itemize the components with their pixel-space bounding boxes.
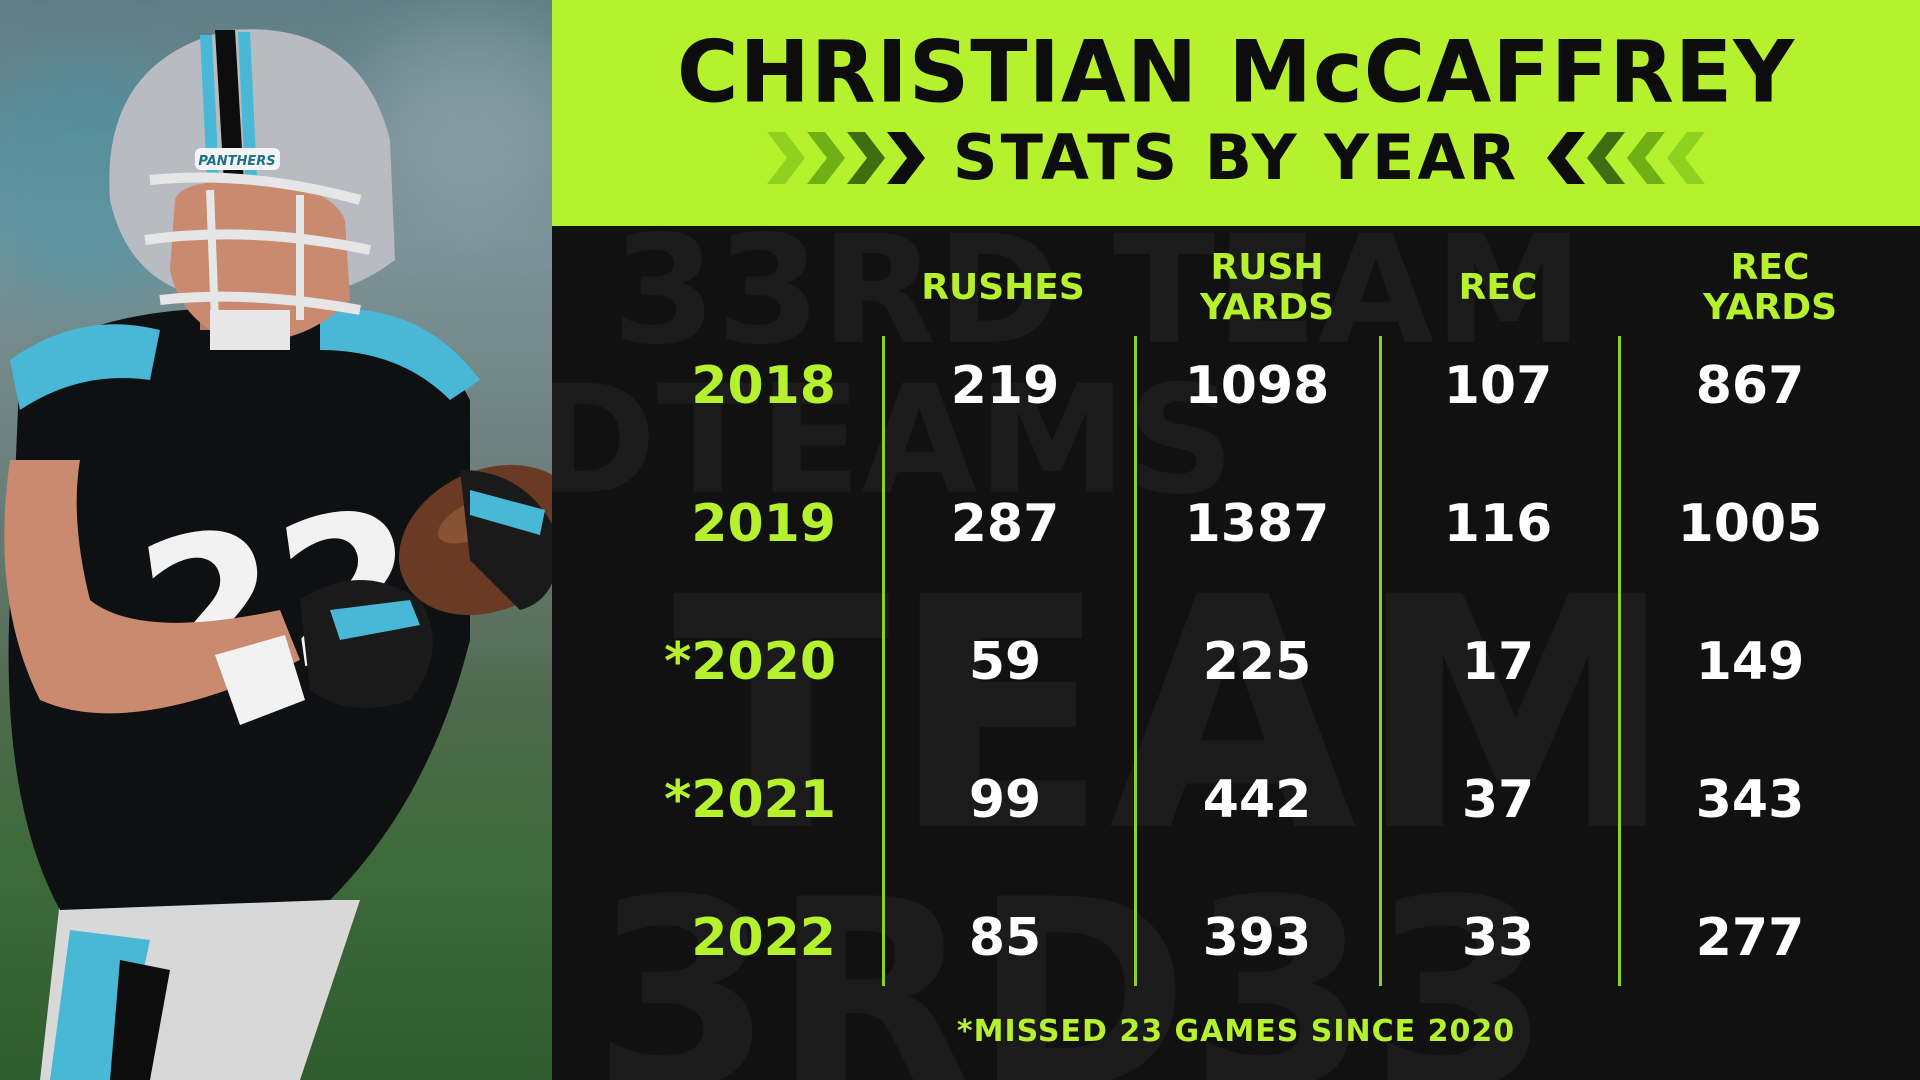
cell-rec: 33 <box>1461 908 1535 968</box>
row-year: 2019 <box>691 494 836 554</box>
chevrons-right-icon <box>766 132 925 184</box>
cell-rec: 107 <box>1443 356 1553 416</box>
footnote: *MISSED 23 GAMES SINCE 2020 <box>956 1014 1516 1049</box>
cell-rushes: 287 <box>950 494 1060 554</box>
column-divider <box>1618 336 1621 986</box>
cell-rush-yards: 1098 <box>1184 356 1330 416</box>
page-title: CHRISTIAN McCAFFREY <box>676 22 1796 122</box>
column-divider <box>1379 336 1382 986</box>
column-header-rec: REC <box>1458 267 1538 308</box>
cell-rec: 37 <box>1461 770 1535 830</box>
cell-rec-yards: 277 <box>1695 908 1805 968</box>
helmet-text: PANTHERS <box>198 154 275 169</box>
bg-decoration: 33RD TEAM <box>612 226 1584 378</box>
subtitle-row: STATS BY YEAR <box>552 118 1920 198</box>
chevrons-left-icon <box>1547 132 1706 184</box>
row-year: 2022 <box>691 908 836 968</box>
player-photo: 22 PANTHERS <box>0 0 552 1080</box>
row-year: 2018 <box>691 356 836 416</box>
row-year: *2020 <box>664 632 836 692</box>
row-year: *2021 <box>664 770 836 830</box>
page-subtitle: STATS BY YEAR <box>952 121 1520 194</box>
column-divider <box>882 336 885 986</box>
bg-decoration: TEAM <box>672 530 1675 902</box>
column-header-rec-yards: REC YARDS <box>1702 247 1837 328</box>
cell-rec-yards: 1005 <box>1677 494 1823 554</box>
cell-rec: 116 <box>1443 494 1553 554</box>
cell-rec-yards: 149 <box>1695 632 1805 692</box>
cell-rush-yards: 225 <box>1202 632 1312 692</box>
cell-rec-yards: 343 <box>1695 770 1805 830</box>
cell-rushes: 85 <box>968 908 1042 968</box>
cell-rush-yards: 442 <box>1202 770 1312 830</box>
column-header-rush-yards: RUSH YARDS <box>1199 247 1334 328</box>
bg-decoration: DTEAMS <box>552 354 1235 528</box>
cell-rec: 17 <box>1461 632 1535 692</box>
cell-rushes: 99 <box>968 770 1042 830</box>
header-banner: CHRISTIAN McCAFFREY STATS BY YEAR <box>552 0 1920 226</box>
bg-decoration: 3RD33 <box>592 845 1551 1080</box>
cell-rush-yards: 393 <box>1202 908 1312 968</box>
cell-rush-yards: 1387 <box>1184 494 1330 554</box>
stats-table: 33RD TEAM DTEAMS TEAM 3RD33 RUSHES RUSH … <box>552 226 1920 1080</box>
player-illustration: 22 PANTHERS <box>4 29 552 1080</box>
cell-rec-yards: 867 <box>1695 356 1805 416</box>
cell-rushes: 219 <box>950 356 1060 416</box>
column-header-rushes: RUSHES <box>921 267 1085 308</box>
column-divider <box>1134 336 1137 986</box>
cell-rushes: 59 <box>968 632 1042 692</box>
